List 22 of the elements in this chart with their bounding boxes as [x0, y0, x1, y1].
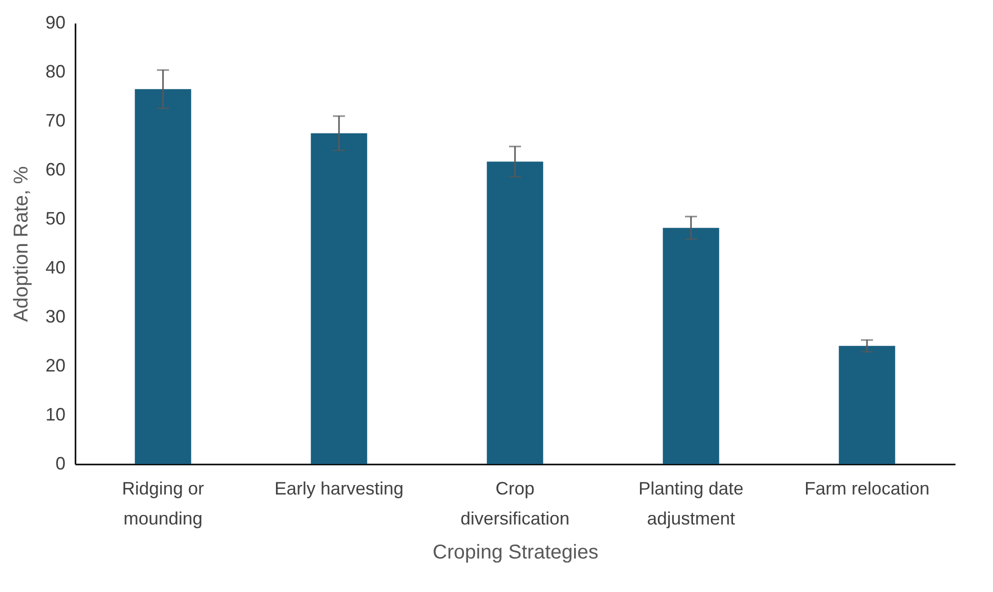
y-tick-label: 80 — [45, 62, 66, 82]
x-tick-label: Farm relocation — [804, 478, 930, 498]
y-tick-label: 50 — [45, 208, 66, 228]
bar — [310, 133, 368, 464]
y-tick-label: 60 — [45, 160, 66, 180]
x-axis-title: Croping Strategies — [432, 542, 598, 564]
x-tick-label: Early harvesting — [274, 478, 404, 498]
y-tick-label: 40 — [45, 258, 66, 278]
bar — [486, 162, 544, 464]
bar — [134, 89, 192, 464]
x-tick-label: Planting date adjustment — [638, 478, 744, 528]
y-tick-label: 0 — [55, 454, 66, 474]
y-tick-label: 70 — [45, 110, 66, 130]
y-tick-label: 30 — [45, 306, 66, 326]
bar — [838, 346, 896, 464]
y-tick-label: 10 — [45, 404, 66, 424]
x-tick-label: Ridging or mounding — [122, 478, 204, 528]
x-tick-label: Crop diversification — [460, 478, 570, 528]
y-tick-label: 20 — [45, 356, 66, 376]
bar — [662, 228, 720, 464]
y-axis-title: Adoption Rate, % — [10, 166, 32, 322]
y-tick-label: 90 — [45, 12, 66, 32]
